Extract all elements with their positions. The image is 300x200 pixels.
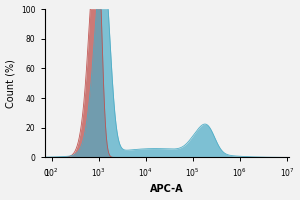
Text: 0: 0: [43, 169, 48, 178]
Y-axis label: Count (%): Count (%): [6, 59, 16, 108]
X-axis label: APC-A: APC-A: [150, 184, 184, 194]
